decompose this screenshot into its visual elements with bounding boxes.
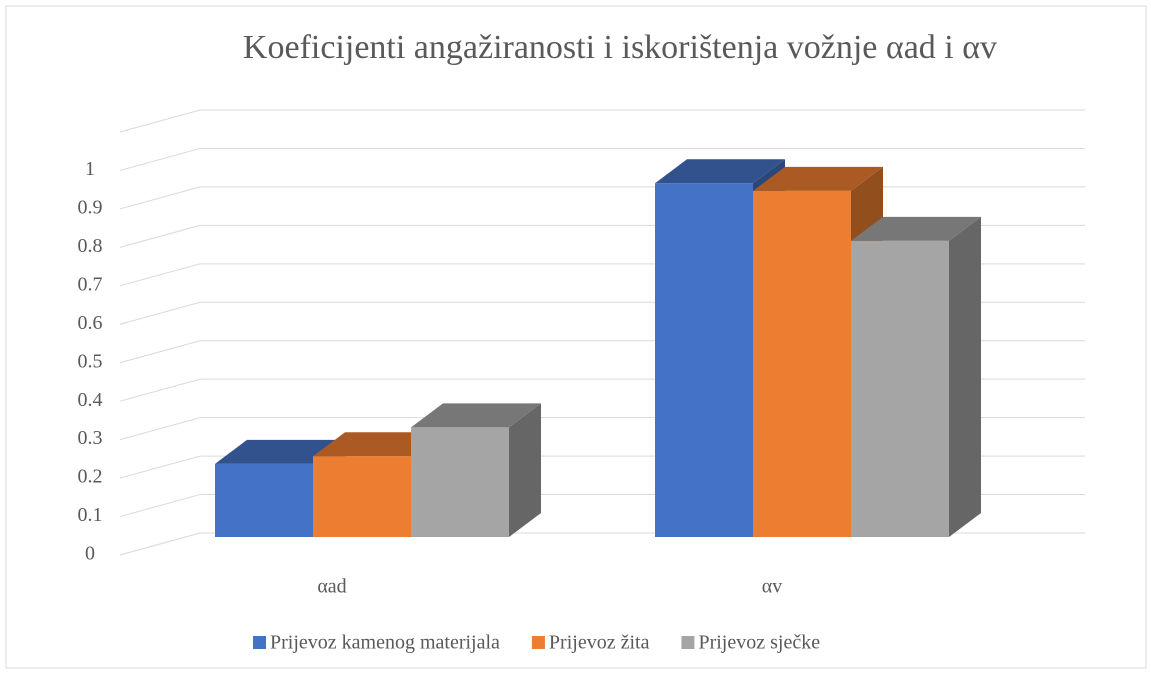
- grid-line-side: [119, 301, 201, 325]
- y-tick-label: 0.1: [78, 504, 103, 526]
- bar-top: [411, 403, 541, 428]
- bar-top: [313, 432, 443, 457]
- bar-top: [851, 216, 981, 241]
- bar: [411, 427, 509, 537]
- bar-top: [215, 439, 345, 464]
- y-tick-label: 0.2: [78, 466, 103, 488]
- bar: [655, 183, 753, 537]
- bar: [851, 240, 949, 537]
- bar-side: [949, 216, 981, 537]
- x-tick-label: αad: [317, 576, 346, 598]
- grid-line-side: [119, 186, 201, 210]
- y-tick-label: 1: [85, 158, 95, 180]
- bar: [215, 463, 313, 537]
- y-tick-label: 0.9: [78, 197, 103, 219]
- grid-line-side: [119, 147, 201, 171]
- bar-top: [753, 166, 883, 191]
- grid-line-side: [119, 455, 201, 479]
- bar-top: [655, 159, 785, 184]
- y-tick-label: 0.4: [78, 389, 103, 411]
- grid-line-side: [119, 494, 201, 518]
- bar: [753, 190, 851, 537]
- legend-swatch: [253, 636, 266, 649]
- y-tick-label: 0.5: [78, 350, 103, 372]
- grid-line-side: [119, 263, 201, 287]
- y-tick-label: 0.7: [78, 273, 103, 295]
- grid-line-side: [119, 378, 201, 402]
- grid-line-side: [119, 224, 201, 248]
- chart-title: Koeficijenti angažiranosti i iskorištenj…: [243, 29, 997, 66]
- legend-swatch: [531, 636, 545, 649]
- wall-top-side: [119, 109, 201, 133]
- legend-label: Prijevoz žita: [549, 632, 650, 654]
- y-tick-label: 0.8: [78, 235, 103, 257]
- y-tick-label: 0: [85, 543, 95, 565]
- bar-side: [509, 403, 541, 537]
- bar: [313, 456, 411, 537]
- y-tick-label: 0.3: [78, 427, 103, 449]
- y-tick-label: 0.6: [78, 312, 103, 334]
- grid-line-side: [119, 417, 201, 441]
- grid-line-side: [119, 532, 201, 556]
- grid-line-side: [119, 340, 201, 364]
- legend-swatch: [681, 636, 695, 649]
- legend-label: Prijevoz sječke: [698, 632, 820, 654]
- x-tick-label: αv: [762, 576, 782, 598]
- legend-label: Prijevoz kamenog materijala: [270, 632, 500, 654]
